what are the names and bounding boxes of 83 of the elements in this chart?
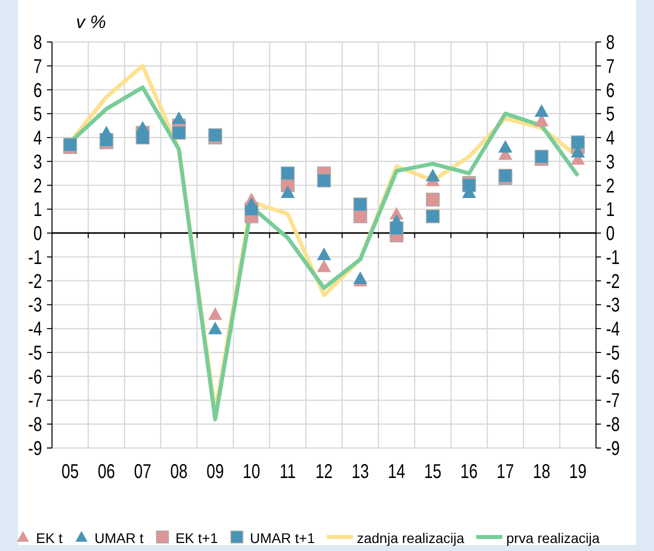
y-tick-label: -1 (28, 246, 42, 268)
point (426, 209, 440, 224)
point (390, 214, 404, 227)
x-tick-label: 17 (496, 460, 514, 482)
point (534, 150, 548, 164)
y-tick-label: -9 (28, 437, 42, 460)
legend-label: EK t+1 (175, 530, 218, 546)
y2-tick-label: 8 (606, 31, 615, 54)
y2-tick-label: -6 (606, 366, 620, 388)
point (353, 271, 368, 284)
y-axis-title: v % (76, 12, 106, 32)
y2-tick-label: -5 (606, 342, 620, 364)
y2-tick-label: 4 (606, 126, 615, 149)
y2-tick-label: -3 (606, 294, 620, 316)
y-tick-label: -7 (28, 389, 42, 412)
point (63, 138, 78, 152)
x-tick-label: 13 (352, 460, 369, 482)
point (136, 120, 150, 134)
point (498, 168, 512, 183)
x-tick-label: 07 (134, 460, 152, 482)
point (426, 192, 440, 207)
y2-tick-label: 2 (606, 174, 615, 197)
x-tick-label: 16 (460, 460, 478, 482)
x-tick-label: 05 (61, 460, 79, 482)
x-tick-label: 09 (206, 460, 224, 482)
x-tick-label: 12 (315, 460, 333, 482)
point (280, 185, 295, 198)
y2-tick-label: -4 (606, 318, 620, 340)
y2-tick-label: -1 (606, 246, 620, 268)
point (244, 197, 258, 210)
y2-tick-label: -8 (606, 413, 620, 436)
y-tick-label: -4 (28, 318, 42, 340)
point (208, 128, 222, 142)
point (172, 126, 186, 140)
legend-label: EK t (36, 530, 63, 546)
point (426, 168, 440, 182)
x-tick-label: 15 (424, 460, 442, 482)
x-tick-label: 10 (242, 460, 260, 482)
point (172, 111, 186, 124)
point (498, 140, 512, 153)
y-tick-label: 3 (33, 150, 42, 173)
point (317, 259, 331, 272)
legend-label: UMAR t (94, 530, 144, 546)
point (208, 307, 222, 320)
y2-tick-label: 3 (606, 150, 615, 173)
y-tick-label: -3 (28, 294, 42, 316)
x-tick-label: 11 (280, 460, 296, 482)
x-tick-label: 19 (569, 460, 587, 482)
y-tick-label: -8 (28, 413, 42, 436)
point (99, 126, 114, 138)
legend-label: prva realizacija (506, 530, 600, 546)
y2-tick-label: 5 (606, 102, 615, 126)
y-tick-label: 6 (33, 78, 42, 102)
y-tick-label: 5 (33, 102, 42, 126)
point (317, 248, 331, 260)
legend-label: zadnja realizacija (356, 530, 464, 546)
point (317, 174, 331, 188)
y-tick-label: -6 (28, 366, 42, 388)
y2-tick-label: -2 (606, 270, 620, 292)
legend-label: UMAR t+1 (250, 530, 316, 546)
y-tick-label: 4 (33, 126, 42, 149)
x-tick-label: 14 (388, 460, 406, 482)
point (534, 104, 549, 117)
y2-tick-label: 1 (606, 198, 615, 221)
x-tick-label: 06 (98, 460, 116, 482)
y-tick-label: -5 (28, 342, 42, 364)
y-tick-label: 7 (33, 55, 42, 78)
point (280, 166, 295, 180)
y-tick-label: -2 (28, 270, 42, 292)
y-tick-label: 2 (33, 174, 42, 197)
point (353, 198, 368, 212)
point (208, 322, 222, 334)
y2-tick-label: 7 (606, 55, 615, 78)
y2-tick-label: 6 (606, 78, 615, 102)
y2-tick-label: -9 (606, 437, 620, 460)
point (570, 135, 585, 150)
y-tick-label: 0 (33, 222, 42, 245)
x-tick-label: 08 (170, 460, 188, 482)
x-tick-label: 18 (532, 460, 550, 482)
y-tick-label: 8 (33, 31, 42, 54)
y-tick-label: 1 (33, 198, 42, 221)
y2-tick-label: -7 (606, 389, 620, 412)
y2-tick-label: 0 (606, 222, 615, 245)
